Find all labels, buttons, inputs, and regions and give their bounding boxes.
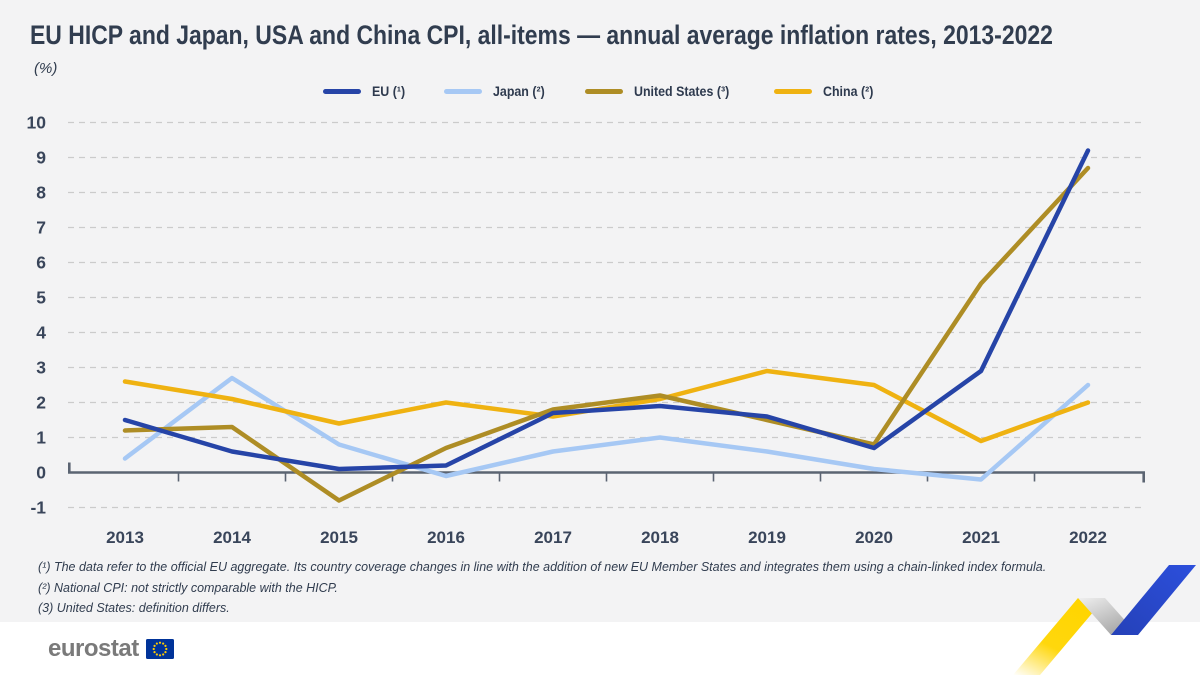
svg-text:2016: 2016 — [427, 528, 465, 547]
svg-text:2020: 2020 — [855, 528, 893, 547]
svg-text:0: 0 — [36, 463, 46, 483]
legend-item-japan: Japan (²) — [443, 84, 549, 99]
svg-text:2022: 2022 — [1069, 528, 1107, 547]
svg-text:2021: 2021 — [962, 528, 1000, 547]
svg-text:10: 10 — [27, 113, 47, 133]
svg-text:-1: -1 — [30, 498, 46, 518]
svg-text:2018: 2018 — [641, 528, 679, 547]
legend-swatch-china — [773, 89, 812, 94]
legend-label-eu: EU (¹) — [371, 84, 405, 99]
eurostat-logo: eurostat — [48, 635, 174, 663]
footnotes: (¹) The data refer to the official EU ag… — [38, 557, 1046, 619]
legend-item-eu: EU (¹) — [322, 84, 408, 99]
legend-label-japan: Japan (²) — [492, 84, 545, 99]
svg-text:1: 1 — [36, 428, 46, 448]
legend-swatch-united-states — [585, 89, 623, 94]
svg-text:5: 5 — [36, 288, 46, 308]
legend-swatch-eu — [322, 89, 361, 94]
chart-card: EU HICP and Japan, USA and China CPI, al… — [0, 0, 1200, 622]
svg-text:2017: 2017 — [534, 528, 572, 547]
eu-flag-stars — [152, 641, 168, 657]
footnote-2: (²) National CPI: not strictly comparabl… — [38, 580, 338, 595]
svg-text:2013: 2013 — [106, 528, 144, 547]
chart-legend: EU (¹) Japan (²) United States (³) China… — [0, 84, 1200, 99]
legend-item-china: China (²) — [773, 84, 878, 99]
svg-text:4: 4 — [36, 323, 46, 343]
svg-text:3: 3 — [36, 358, 46, 378]
zigzag-blue-segment — [1111, 565, 1196, 635]
svg-text:8: 8 — [36, 183, 46, 203]
svg-text:2015: 2015 — [320, 528, 358, 547]
footnote-1: (¹) The data refer to the official EU ag… — [38, 560, 1047, 574]
legend-swatch-japan — [443, 89, 482, 94]
legend-label-united-states: United States (³) — [634, 84, 730, 99]
footnote-3: (3) United States: definition differs. — [38, 601, 230, 615]
unit-label: (%) — [34, 60, 58, 77]
legend-label-china: China (²) — [822, 84, 873, 99]
svg-text:2014: 2014 — [213, 528, 251, 547]
svg-text:2: 2 — [36, 393, 46, 413]
legend-item-united-states: United States (³) — [585, 84, 738, 99]
eu-flag-icon — [145, 639, 174, 659]
svg-text:7: 7 — [36, 218, 46, 238]
zigzag-yellow-segment — [1013, 598, 1105, 675]
svg-text:2019: 2019 — [748, 528, 786, 547]
svg-text:9: 9 — [36, 148, 46, 168]
zigzag-arrow-graphic — [1013, 565, 1196, 675]
chart-title: EU HICP and Japan, USA and China CPI, al… — [30, 20, 1053, 50]
svg-text:6: 6 — [36, 253, 46, 273]
zigzag-decoration — [1010, 555, 1200, 675]
eurostat-logo-text: eurostat — [48, 635, 139, 662]
